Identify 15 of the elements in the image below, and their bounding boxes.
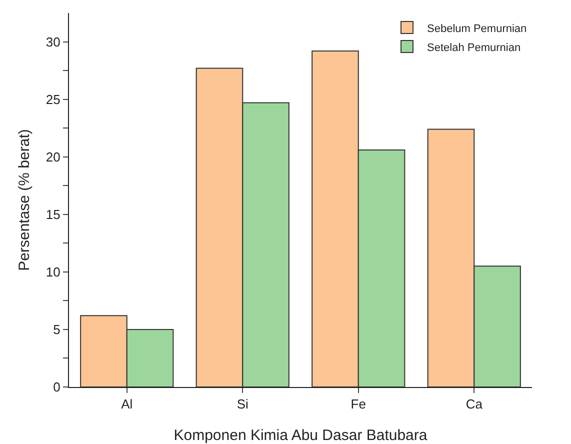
x-tick-label: Si (236, 396, 249, 412)
x-tick-label: Fe (350, 396, 366, 412)
x-tick-label: Al (121, 396, 133, 412)
y-tick-label: 20 (46, 149, 60, 164)
legend-label: Sebelum Pemurnian (427, 22, 527, 35)
y-axis-title: Persentase (% berat) (16, 129, 33, 271)
x-axis-title: Komponen Kimia Abu Dasar Batubara (174, 427, 428, 444)
y-tick-label: 5 (53, 322, 60, 338)
x-tick-label: Ca (466, 396, 484, 412)
y-tick-label: 10 (46, 264, 60, 280)
y-tick-label: 30 (46, 34, 60, 50)
legend-label: Setelah Pemurnian (427, 42, 521, 54)
y-tick-label: 25 (46, 92, 60, 107)
y-tick-label: 0 (53, 380, 60, 395)
y-tick-label: 15 (46, 206, 60, 222)
